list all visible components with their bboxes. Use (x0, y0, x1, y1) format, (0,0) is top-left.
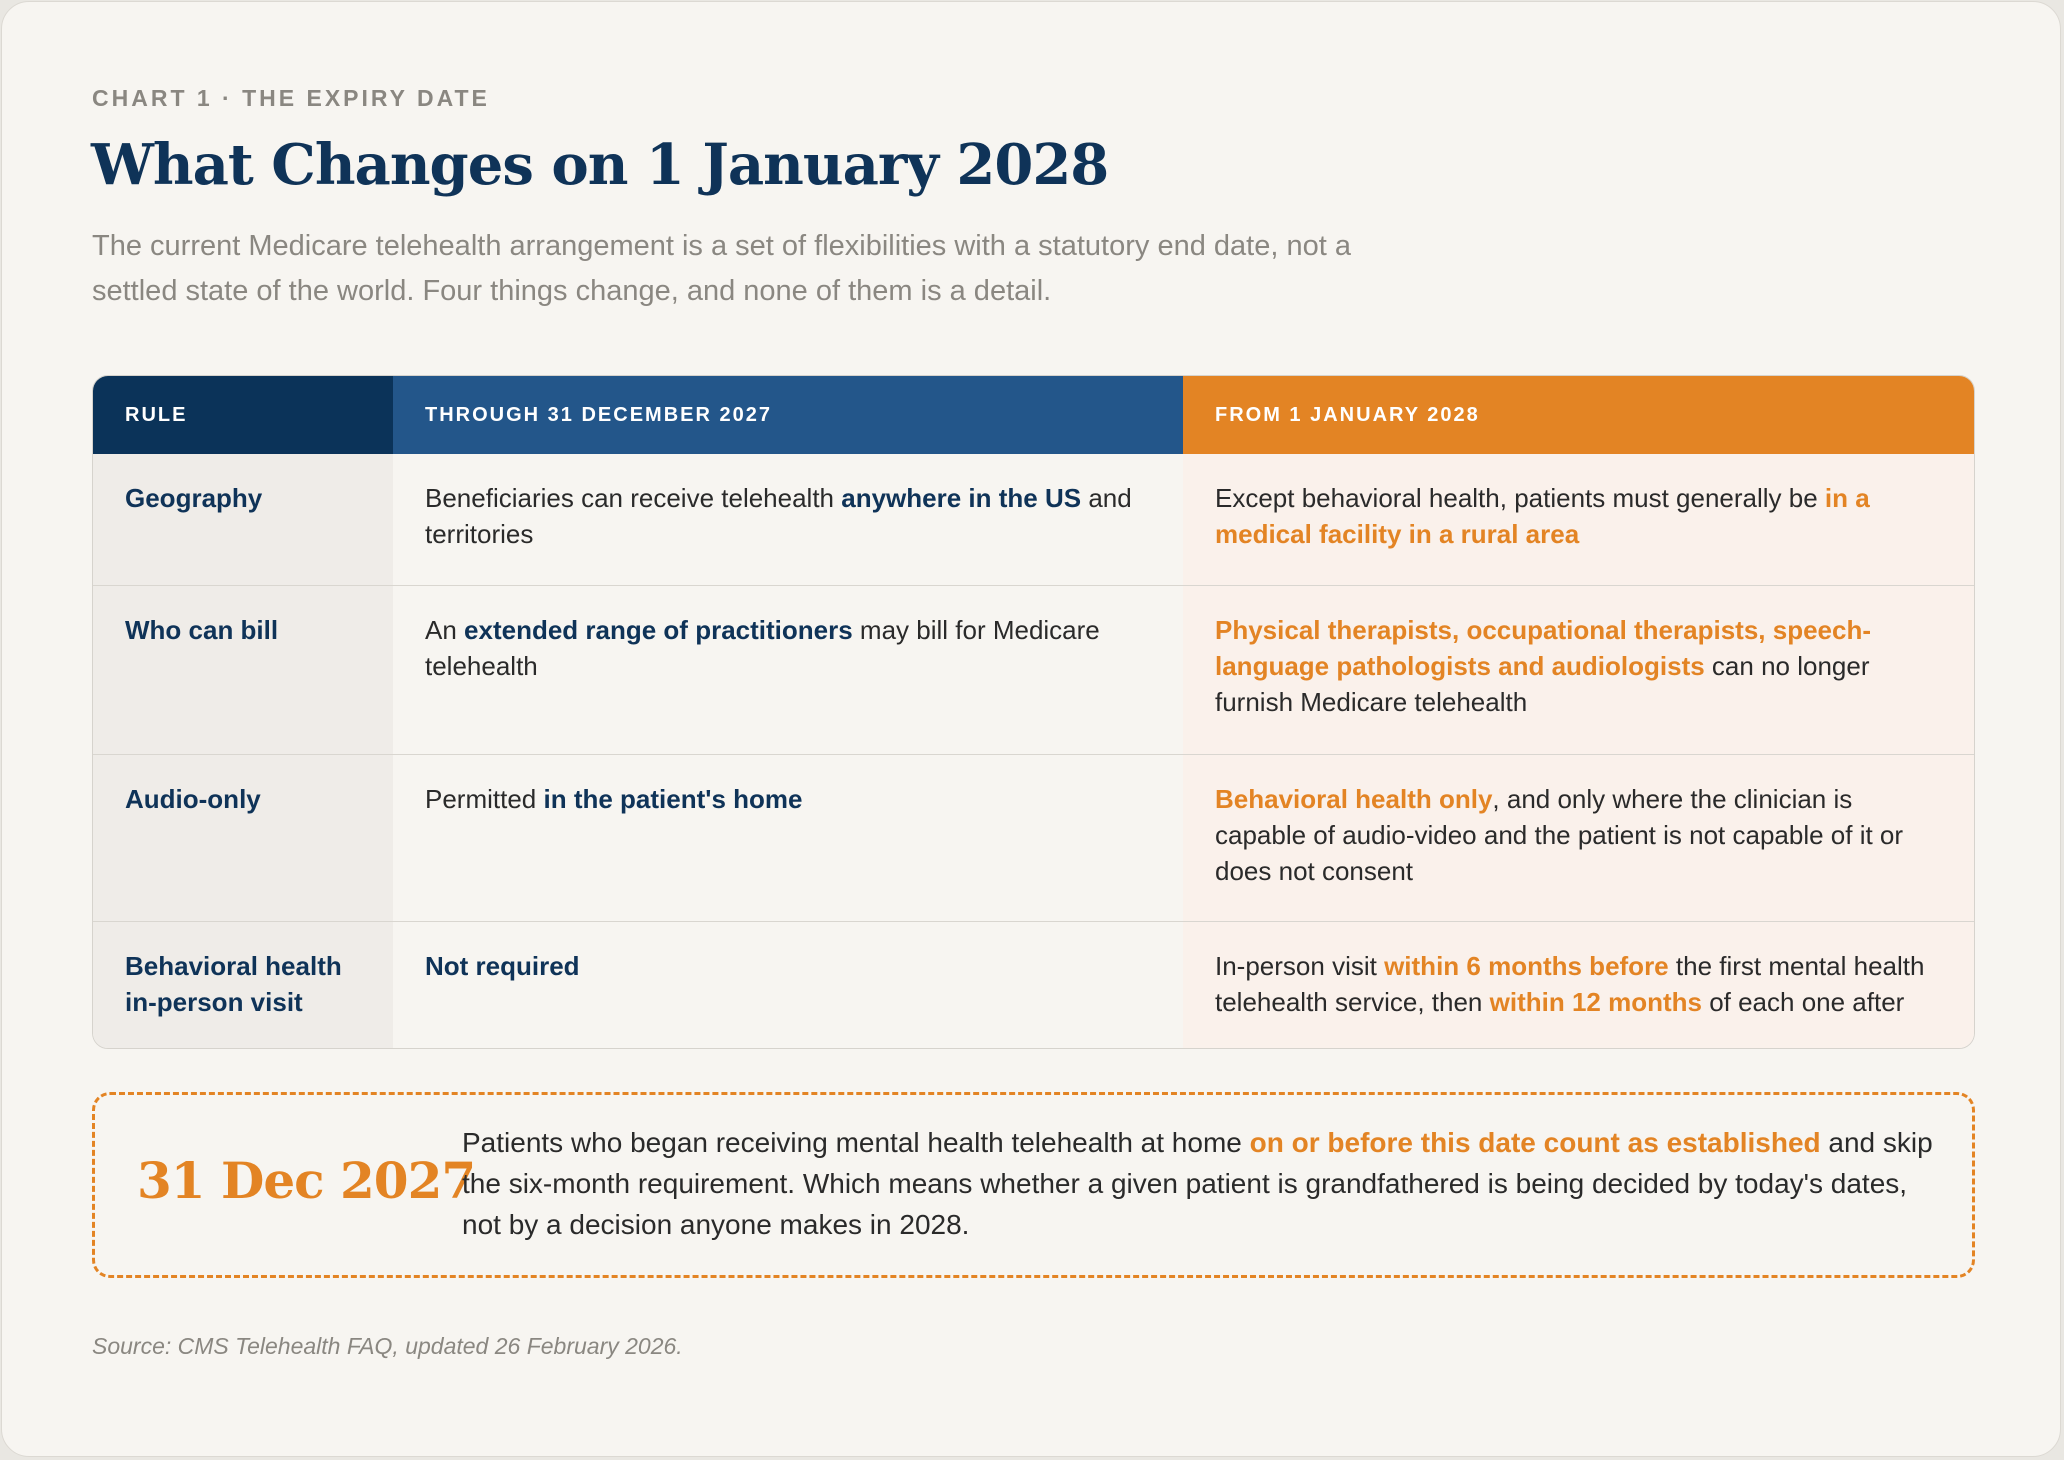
text-segment: of each one after (1701, 987, 1905, 1017)
through-cell: Beneficiaries can receive telehealth any… (425, 480, 1155, 552)
highlight-text: in a medical facility in a rural area (1215, 483, 1870, 549)
text-segment: may bill for Medicare telehealth (425, 615, 1100, 681)
text-segment: the first mental health telehealth servi… (1215, 951, 1925, 1017)
through-cell: Permitted in the patient's home (425, 781, 1155, 817)
text-segment: Permitted (425, 784, 544, 814)
text-segment: and skip the six-month requirement. Whic… (462, 1127, 1933, 1240)
comparison-table: RULE THROUGH 31 DECEMBER 2027 FROM 1 JAN… (92, 375, 1975, 1049)
eyebrow-label: CHART 1 · THE EXPIRY DATE (92, 85, 490, 111)
text-segment: In-person visit (1215, 951, 1385, 981)
table-header: RULE THROUGH 31 DECEMBER 2027 FROM 1 JAN… (93, 376, 1974, 454)
rule-cell: Who can bill (125, 615, 279, 645)
page-title: What Changes on 1 January 2028 (91, 132, 1109, 198)
highlight-text: anywhere in the US (841, 483, 1082, 513)
rule-column-background (93, 454, 393, 1048)
table-row: Audio-only Permitted in the patient's hom… (93, 754, 1974, 921)
source-note: Source: CMS Telehealth FAQ, updated 26 F… (92, 1333, 683, 1359)
highlight-text: Behavioral health only (1215, 784, 1493, 814)
text-segment: Beneficiaries can receive telehealth (425, 483, 842, 513)
rule-cell: Geography (125, 483, 263, 513)
text-segment: , and only where the clinician is capabl… (1215, 784, 1904, 886)
highlight-text: within 6 months before (1384, 951, 1669, 981)
from-cell: Except behavioral health, patients must … (1215, 480, 1945, 552)
callout-box: 31 Dec 2027 Patients who began receiving… (92, 1092, 1975, 1278)
highlight-text: Not required (425, 951, 580, 981)
text-segment: can no longer furnish Medicare telehealt… (1215, 651, 1870, 717)
table-row: Who can bill An extended range of practit… (93, 585, 1974, 754)
header-rule: RULE (93, 376, 393, 454)
text-segment: Except behavioral health, patients must … (1215, 483, 1825, 513)
from-cell: Behavioral health only, and only where t… (1215, 781, 1945, 889)
callout-date: 31 Dec 2027 (137, 1151, 476, 1210)
text-segment: Patients who began receiving mental heal… (462, 1127, 1250, 1158)
highlight-text: in the patient's home (543, 784, 803, 814)
highlight-text: extended range of practitioners (464, 615, 853, 645)
through-cell: Not required (425, 948, 1155, 984)
table-row: Geography Beneficiaries can receive teleh… (93, 454, 1974, 585)
header-through: THROUGH 31 DECEMBER 2027 (393, 376, 1183, 454)
page-subtitle: The current Medicare telehealth arrangem… (92, 230, 1351, 307)
highlight-text: on or before this date count as establis… (1249, 1127, 1821, 1158)
table-row: Behavioral health in-person visit Not req… (93, 921, 1974, 1048)
from-cell: Physical therapists, occupational therap… (1215, 612, 1945, 720)
from-cell: In-person visit within 6 months before t… (1215, 948, 1945, 1020)
rule-cell: Behavioral health in-person visit (125, 951, 342, 1017)
text-segment: and territories (425, 483, 1132, 549)
rule-cell: Audio-only (125, 784, 261, 814)
header-from: FROM 1 JANUARY 2028 (1183, 376, 1974, 454)
from-column-background (1183, 454, 1974, 1048)
highlight-text: within 12 months (1489, 987, 1702, 1017)
through-cell: An extended range of practitioners may b… (425, 612, 1155, 684)
highlight-text: Physical therapists, occupational therap… (1215, 615, 1871, 681)
callout-text: Patients who began receiving mental heal… (462, 1122, 1952, 1245)
text-segment: An (425, 615, 465, 645)
